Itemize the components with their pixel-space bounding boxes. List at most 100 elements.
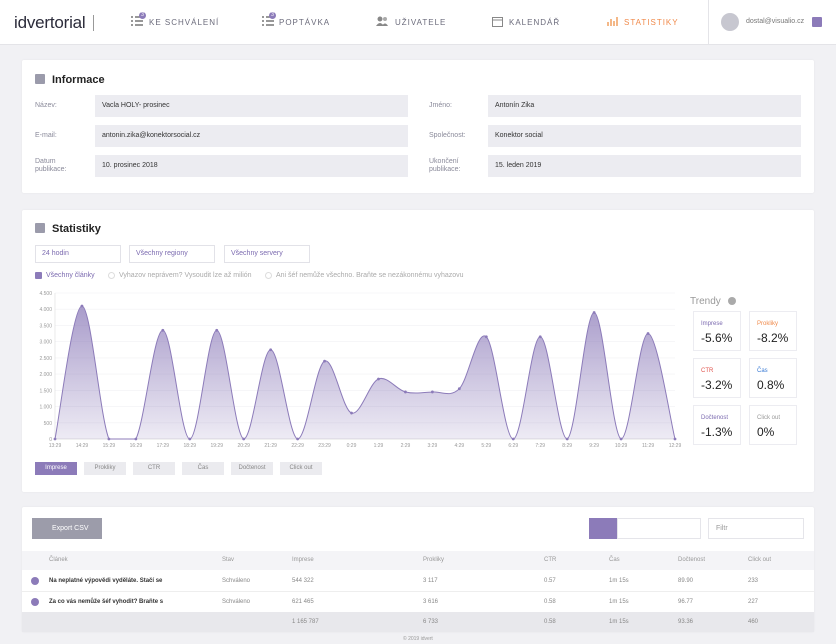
checkbox[interactable] xyxy=(108,272,115,279)
nav-item[interactable]: UŽIVATELE xyxy=(395,18,447,27)
column-header: Imprese xyxy=(292,557,314,563)
x-tick-label: 12:29 xyxy=(669,443,682,449)
trend-value: -3.2% xyxy=(701,378,733,392)
icon xyxy=(376,16,388,26)
field-label: Ukončení publikace: xyxy=(429,158,461,173)
icon xyxy=(492,17,503,27)
checkbox-label[interactable]: Vyhazov neprávem? Vysoudit lze až milión xyxy=(119,272,252,279)
nav-item[interactable]: KE SCHVÁLENÍ xyxy=(149,18,220,27)
row-divider xyxy=(22,591,814,592)
nav-item-active[interactable]: STATISTIKY xyxy=(624,18,679,27)
trend-label: Dočtenost xyxy=(701,415,729,421)
metric-button[interactable]: Dočtenost xyxy=(231,462,273,475)
point xyxy=(161,328,165,332)
point xyxy=(538,335,542,339)
total-cell: 6 733 xyxy=(423,619,439,625)
trend-value: 0% xyxy=(757,425,775,439)
column-header: Čas xyxy=(609,557,620,563)
row-check[interactable] xyxy=(31,577,39,585)
cell: 0.58 xyxy=(544,599,556,605)
x-tick-label: 16:29 xyxy=(130,443,143,449)
trend-box: Click out 0% xyxy=(749,405,797,445)
point xyxy=(673,437,677,441)
totals-bg xyxy=(22,612,814,632)
x-tick-label: 0:29 xyxy=(347,443,357,449)
y-tick-label: 1.000 xyxy=(39,405,52,411)
point xyxy=(457,387,461,391)
icon xyxy=(607,17,618,26)
x-tick-label: 5:29 xyxy=(481,443,491,449)
cell: 544 322 xyxy=(292,578,314,584)
trend-box: Imprese -5.6% xyxy=(693,311,741,351)
metric-button[interactable]: Prokliky xyxy=(84,462,126,475)
nav-item[interactable]: POPTÁVKA xyxy=(279,18,331,27)
x-tick-label: 7:29 xyxy=(535,443,545,449)
checkbox-label[interactable]: Všechny články xyxy=(46,272,95,279)
nav-item[interactable]: KALENDÁŘ xyxy=(509,18,561,27)
dropdown[interactable]: Všechny servery xyxy=(224,245,310,263)
trend-label: Click out xyxy=(757,415,781,421)
collapse[interactable] xyxy=(35,223,45,233)
collapse[interactable] xyxy=(35,74,45,84)
checkbox[interactable] xyxy=(265,272,272,279)
info-icon[interactable] xyxy=(728,297,736,305)
stats-card xyxy=(22,210,814,492)
cell: 3 117 xyxy=(423,578,438,584)
checkbox-checked[interactable] xyxy=(35,272,42,279)
dropdown[interactable]: 24 hodin xyxy=(35,245,121,263)
x-tick-label: 23:29 xyxy=(318,443,331,449)
y-tick-label: 2.000 xyxy=(39,372,52,378)
cell: 233 xyxy=(748,578,759,584)
export-button[interactable]: Export CSV xyxy=(32,518,102,539)
point xyxy=(511,437,515,441)
badge: 3 xyxy=(139,12,146,19)
view-toggles[interactable] xyxy=(617,518,701,539)
cell: 3 616 xyxy=(423,599,439,605)
field-value: 15. leden 2019 xyxy=(488,155,801,177)
field-label: Jméno: xyxy=(429,102,452,109)
metric-button[interactable]: Click out xyxy=(280,462,322,475)
point xyxy=(592,311,596,314)
cell: 89.90 xyxy=(678,578,694,584)
view-chart[interactable] xyxy=(589,518,617,539)
dropdown[interactable]: Všechny regiony xyxy=(129,245,215,263)
point xyxy=(242,437,246,441)
y-tick-label: 0 xyxy=(49,437,52,443)
cell: 621 465 xyxy=(292,599,314,605)
x-tick-label: 14:29 xyxy=(76,443,89,449)
metric-button[interactable]: Imprese xyxy=(35,462,77,475)
point xyxy=(107,437,111,441)
trend-box: Prokliky -8.2% xyxy=(749,311,797,351)
cell: Schváleno xyxy=(222,578,251,584)
point xyxy=(646,332,650,335)
area xyxy=(55,305,675,439)
x-tick-label: 11:29 xyxy=(642,443,654,449)
user-email[interactable]: dostal@visualio.cz xyxy=(746,18,805,25)
point xyxy=(377,377,380,381)
filter-input[interactable]: Filtr xyxy=(708,518,804,539)
checkbox-label[interactable]: Ani šéf nemůže všechno. Braňte se nezáko… xyxy=(276,272,464,279)
field-value: antonin.zika@konektorsocial.cz xyxy=(95,125,408,147)
point xyxy=(430,390,434,394)
field-label: Společnost: xyxy=(429,132,466,139)
field-value: Konektor social xyxy=(488,125,801,147)
trend-label: Imprese xyxy=(701,321,723,327)
y-tick-label: 4.000 xyxy=(39,307,52,313)
row-check[interactable] xyxy=(31,598,39,606)
field-label: Datum publikace: xyxy=(35,158,67,173)
trend-box: CTR -3.2% xyxy=(693,358,741,398)
field-label: Název: xyxy=(35,102,57,109)
total-cell: 1m 15s xyxy=(609,619,629,625)
point xyxy=(404,390,407,394)
logo[interactable]: idvertorial xyxy=(14,13,93,32)
x-tick-label: 1:29 xyxy=(374,443,384,449)
y-tick-label: 1.500 xyxy=(39,388,52,394)
cell: 227 xyxy=(748,599,759,605)
avatar[interactable] xyxy=(721,13,739,31)
metric-button[interactable]: CTR xyxy=(133,462,175,475)
user-menu[interactable] xyxy=(812,17,822,27)
metric-button[interactable]: Čas xyxy=(182,462,224,475)
point xyxy=(215,328,219,332)
column-header: Článek xyxy=(49,557,68,563)
